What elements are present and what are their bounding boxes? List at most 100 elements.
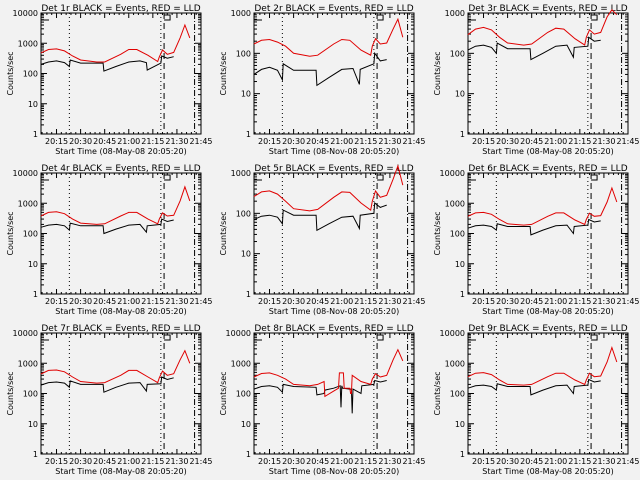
- plot-frame: [40, 332, 202, 455]
- series-events-line: [40, 218, 174, 235]
- y-tick-label: 10: [241, 250, 251, 259]
- attenuator-marker: [377, 14, 384, 21]
- chart-panel-2: Det 2r BLACK = Events, RED = LLD 1 10 100 10…: [219, 4, 426, 156]
- y-tick-label: 1: [246, 130, 251, 139]
- y-axis-label: Counts/sec: [219, 51, 228, 95]
- x-tick-label: 20:45: [520, 297, 543, 306]
- x-tick-label: 20:30: [69, 297, 92, 306]
- y-tick-label: 10: [28, 260, 38, 269]
- chart-panel-3: Det 3r BLACK = Events, RED = LLD 1 10 100 10…: [433, 4, 640, 156]
- x-tick-label: 20:45: [306, 137, 329, 146]
- x-tick-label: 20:30: [69, 457, 92, 466]
- plot-frame: [467, 12, 629, 135]
- series-events-line: [467, 378, 601, 396]
- x-tick-label: 21:30: [378, 137, 401, 146]
- x-tick-label: 21:30: [592, 137, 615, 146]
- x-tick-label: 21:45: [402, 297, 425, 306]
- series-lld-line: [40, 23, 191, 63]
- series-lld-line: [40, 185, 191, 225]
- x-tick-label: 21:45: [616, 137, 639, 146]
- y-axis-label: Counts/sec: [6, 51, 15, 95]
- chart-title: Det 8r BLACK = Events, RED = LLD: [254, 324, 413, 334]
- y-tick-label: 1: [246, 290, 251, 299]
- y-tick-label: 10: [455, 420, 465, 429]
- x-tick-label: 21:30: [165, 457, 188, 466]
- series-events-line: [40, 376, 174, 393]
- x-tick-label: 20:45: [306, 297, 329, 306]
- x-tick-label: 21:00: [117, 137, 140, 146]
- chart-title: Det 1r BLACK = Events, RED = LLD: [41, 4, 200, 14]
- x-tick-label: 21:00: [117, 297, 140, 306]
- series-events-line: [467, 218, 601, 236]
- x-tick-label: 21:00: [330, 297, 353, 306]
- y-tick-label: 1000: [231, 169, 251, 178]
- x-tick-label: 20:15: [258, 457, 281, 466]
- chart-panel-5: Det 5r BLACK = Events, RED = LLD 1 10 100 10…: [219, 164, 426, 316]
- x-axis-label: Start Time (08-May-08 20:05:20): [55, 467, 186, 476]
- series-events-line: [253, 379, 387, 414]
- x-tick-label: 21:00: [544, 457, 567, 466]
- y-tick-label: 100: [23, 230, 38, 239]
- x-tick-label: 20:15: [258, 297, 281, 306]
- plot-frame: [253, 332, 415, 455]
- y-tick-label: 10000: [226, 329, 251, 338]
- series-lld-line: [253, 164, 404, 212]
- y-tick-label: 10000: [440, 329, 465, 338]
- y-tick-label: 100: [236, 209, 251, 218]
- x-tick-label: 20:30: [69, 137, 92, 146]
- y-tick-label: 1: [460, 290, 465, 299]
- y-tick-label: 1000: [18, 39, 38, 48]
- x-tick-label: 21:30: [378, 457, 401, 466]
- x-tick-label: 21:00: [544, 137, 567, 146]
- y-tick-label: 10000: [13, 9, 38, 18]
- chart-title: Det 7r BLACK = Events, RED = LLD: [41, 324, 200, 334]
- x-tick-label: 21:15: [568, 297, 591, 306]
- plot-frame: [467, 332, 629, 455]
- series-lld-line: [253, 348, 404, 398]
- series-lld-line: [40, 349, 191, 384]
- chart-title: Det 6r BLACK = Events, RED = LLD: [468, 164, 627, 174]
- attenuator-marker: [377, 174, 384, 181]
- x-axis-label: Start Time (08-May-08 20:05:20): [482, 467, 613, 476]
- x-tick-label: 20:15: [258, 137, 281, 146]
- y-tick-label: 1000: [445, 359, 465, 368]
- y-tick-label: 1: [33, 450, 38, 459]
- x-tick-label: 21:15: [568, 457, 591, 466]
- plot-frame: [467, 172, 629, 295]
- x-tick-label: 20:30: [282, 137, 305, 146]
- chart-panel-8: Det 8r BLACK = Events, RED = LLD 1 10 100 10…: [219, 324, 426, 476]
- x-tick-label: 20:45: [93, 457, 116, 466]
- x-tick-label: 20:30: [282, 457, 305, 466]
- chart-panel-1: Det 1r BLACK = Events, RED = LLD 1 10 100 10…: [6, 4, 213, 156]
- x-axis-label: Start Time (08-May-08 20:05:20): [55, 147, 186, 156]
- attenuator-marker: [591, 174, 598, 181]
- x-axis-label: Start Time (08-Nov-08 20:05:20): [269, 147, 399, 156]
- y-tick-label: 1: [33, 290, 38, 299]
- x-tick-label: 21:15: [354, 457, 377, 466]
- y-tick-label: 10: [28, 420, 38, 429]
- y-axis-label: Counts/sec: [433, 51, 442, 95]
- x-tick-label: 20:45: [520, 457, 543, 466]
- x-axis-label: Start Time (08-May-08 20:05:20): [482, 147, 613, 156]
- series-lld-line: [467, 186, 618, 226]
- x-tick-label: 21:15: [354, 297, 377, 306]
- x-tick-label: 21:15: [141, 457, 164, 466]
- plot-frame: [253, 172, 415, 295]
- y-tick-label: 10: [455, 90, 465, 99]
- x-tick-label: 21:45: [616, 297, 639, 306]
- x-tick-label: 20:15: [45, 137, 68, 146]
- x-tick-label: 21:00: [117, 457, 140, 466]
- x-tick-label: 20:30: [496, 457, 519, 466]
- y-axis-label: Counts/sec: [219, 371, 228, 415]
- plot-frame: [40, 12, 202, 135]
- y-tick-label: 100: [23, 390, 38, 399]
- y-tick-label: 100: [450, 390, 465, 399]
- x-tick-label: 20:15: [45, 457, 68, 466]
- x-tick-label: 21:45: [189, 297, 212, 306]
- y-tick-label: 1: [33, 130, 38, 139]
- x-tick-label: 21:30: [592, 297, 615, 306]
- series-events-line: [253, 202, 387, 232]
- y-tick-label: 100: [236, 390, 251, 399]
